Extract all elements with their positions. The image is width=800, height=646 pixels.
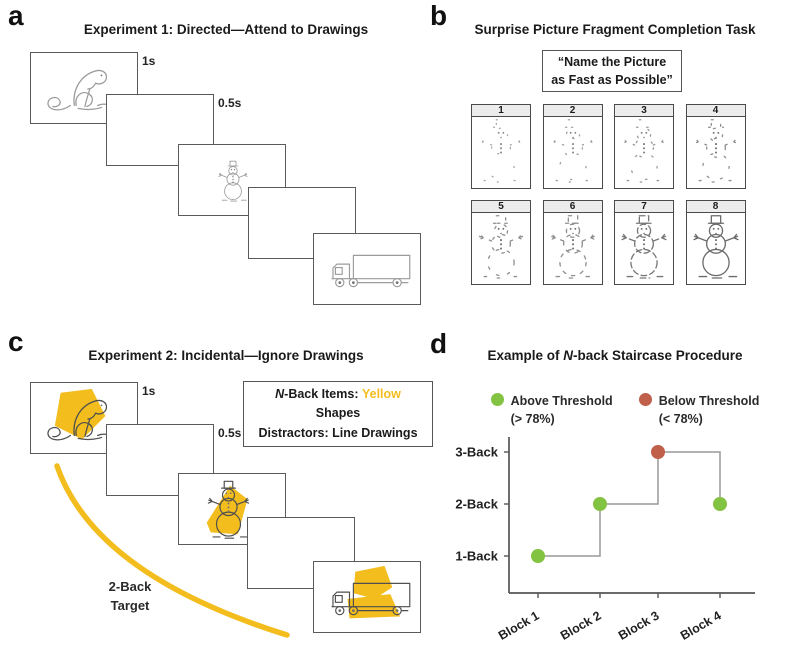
fragment-card-number: 7 <box>615 201 673 213</box>
fragment-card: 1 <box>471 104 531 189</box>
nback-info-line1: N-Back Items: Yellow Shapes <box>252 385 424 424</box>
staircase-line <box>538 451 721 557</box>
chart-legend: Above Threshold (> 78%) Below Threshold … <box>460 392 790 428</box>
snowman-fragment-drawing <box>692 119 739 183</box>
instruction-text: “Name the Picture as Fast as Possible” <box>551 54 673 87</box>
fragment-card: 2 <box>542 104 603 189</box>
fragment-card: 8 <box>685 200 746 285</box>
panel-a-timing-05s: 0.5s <box>218 96 242 110</box>
yellow-shape-top <box>353 565 393 599</box>
data-point-block-2 <box>593 497 607 511</box>
fragment-card: 6 <box>542 200 603 285</box>
truck-drawing <box>331 254 411 288</box>
panel-d-title-suffix: -back Staircase Procedure <box>572 348 743 363</box>
panel-a-title: Experiment 1: Directed—Attend to Drawing… <box>83 22 369 37</box>
fragment-card-number: 6 <box>543 201 602 213</box>
panel-a-frame-truck <box>313 233 421 305</box>
data-point-block-3 <box>651 445 665 459</box>
target-label-line2: Target <box>110 597 150 613</box>
snowman-fragment-drawing <box>478 119 524 183</box>
snowman-fragment-drawing <box>621 119 667 183</box>
truck-with-yellow-shapes <box>331 565 411 619</box>
fragment-card-row-1: 1 2 3 4 <box>471 104 746 189</box>
staircase-chart: 1-Back 2-Back 3-Back Block 1 Block 2 Block 3 B… <box>455 437 755 643</box>
nback-info-line1-rest: Shapes <box>315 406 361 421</box>
fragment-card-image <box>472 117 530 188</box>
panel-c-frame-truck <box>313 561 421 633</box>
fragment-card-number: 5 <box>472 201 530 213</box>
snowman-fragment-drawing <box>621 215 667 279</box>
y-tick-label: 2-Back <box>455 497 498 512</box>
panel-d-title-prefix: Example of <box>487 348 564 363</box>
fragment-card-number: 2 <box>543 105 602 117</box>
panel-a-letter: a <box>8 0 24 31</box>
fragment-card-image <box>615 117 673 188</box>
fragment-card-number: 1 <box>472 105 530 117</box>
x-tick-label: Block 4 <box>678 608 724 642</box>
nback-info-line2: Distractors: Line Drawings <box>258 425 418 440</box>
fragment-card-image <box>687 117 745 188</box>
panel-d-title: Example of N-back Staircase Procedure <box>440 348 790 363</box>
snowman-fragment-drawing <box>478 215 524 279</box>
fragment-card: 7 <box>614 200 674 285</box>
y-tick-label: 1-Back <box>455 549 498 564</box>
panel-c-frame-monkey <box>30 382 138 454</box>
snowman-fragment-drawing <box>549 215 596 279</box>
fragment-card-image <box>687 213 745 284</box>
yellow-highlight-word: Yellow <box>361 387 401 401</box>
legend-label: Below Threshold <box>658 394 760 408</box>
legend-sublabel: (< 78%) <box>658 412 703 427</box>
fragment-card-image <box>615 213 673 284</box>
nback-n-italic: N <box>275 387 285 401</box>
x-tick-label: Block 3 <box>616 608 662 642</box>
x-tick-label: Block 1 <box>496 608 542 642</box>
data-point-block-4 <box>713 497 727 511</box>
x-tick-label: Block 2 <box>558 608 604 642</box>
snowman-fragment-drawing <box>692 215 739 279</box>
legend-dot <box>490 393 504 406</box>
legend-label: Above Threshold <box>510 394 613 408</box>
panel-c-title: Experiment 2: Incidental—Ignore Drawings <box>88 348 364 363</box>
y-tick-label: 3-Back <box>455 445 498 460</box>
monkey-with-yellow-shape <box>47 388 120 441</box>
two-back-target-label: 2-Back Target <box>95 578 165 616</box>
target-label-line1: 2-Back <box>108 579 152 594</box>
fragment-card: 5 <box>471 200 531 285</box>
panel-c-timing-05s: 0.5s <box>218 426 242 440</box>
legend-item: Above Threshold (> 78%) <box>490 392 613 428</box>
fragment-card-image <box>544 117 602 188</box>
panel-b-letter: b <box>430 0 448 31</box>
nback-info-line1-text: -Back Items: <box>284 387 362 401</box>
two-back-arc <box>54 463 290 638</box>
fragment-card: 3 <box>614 104 674 189</box>
fragment-card-number: 3 <box>615 105 673 117</box>
legend-item: Below Threshold (< 78%) <box>638 392 760 428</box>
snowman-drawing <box>218 160 248 202</box>
legend-sublabel: (> 78%) <box>510 412 555 427</box>
panel-d-letter: d <box>430 328 448 359</box>
snowman-fragment-drawing <box>549 119 596 183</box>
nback-info-box: N-Back Items: Yellow Shapes Distractors:… <box>243 381 433 448</box>
fragment-card-image <box>544 213 602 284</box>
instruction-box: “Name the Picture as Fast as Possible” <box>542 50 682 92</box>
fragment-card-image <box>472 213 530 284</box>
fragment-card-number: 8 <box>686 201 745 213</box>
panel-c-letter: c <box>8 326 24 357</box>
panel-a-timing-1s: 1s <box>142 54 156 68</box>
panel-d-title-italic-n: N <box>563 348 573 363</box>
fragment-card: 4 <box>685 104 746 189</box>
fragment-card-number: 4 <box>686 105 745 117</box>
data-point-block-1 <box>531 549 545 563</box>
snowman-with-yellow-shape <box>206 480 250 539</box>
legend-dot <box>638 393 652 406</box>
panel-b-title: Surprise Picture Fragment Completion Tas… <box>474 22 756 37</box>
panel-c-timing-1s: 1s <box>142 384 156 398</box>
fragment-card-row-2: 5 6 7 8 <box>471 200 746 285</box>
